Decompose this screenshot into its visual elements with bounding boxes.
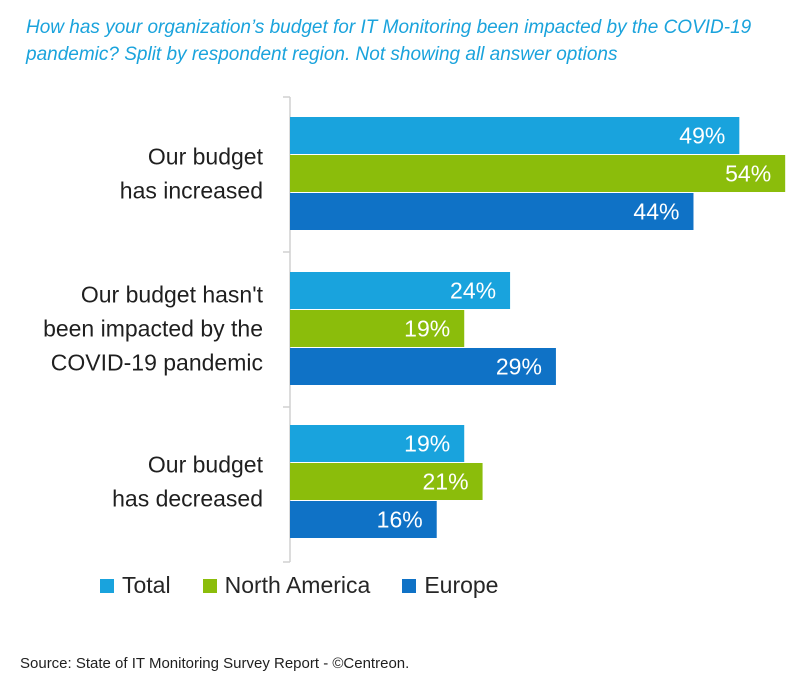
bar-north-america bbox=[290, 310, 465, 347]
bar-europe bbox=[290, 348, 556, 385]
category-label: has increased bbox=[120, 178, 263, 204]
legend-swatch-europe bbox=[402, 578, 417, 593]
data-label: 21% bbox=[423, 469, 469, 495]
legend-swatch-total bbox=[100, 578, 114, 593]
source-note: Source: State of IT Monitoring Survey Re… bbox=[20, 655, 410, 672]
bar-europe bbox=[290, 501, 437, 538]
category-label: Our budget hasn't bbox=[81, 282, 264, 308]
legend-label-europe: Europe bbox=[424, 572, 499, 598]
legend-item-europe: Europe bbox=[402, 572, 498, 599]
legend-item-total: Total bbox=[100, 572, 171, 599]
bar-north-america bbox=[290, 155, 786, 192]
category-label: has decreased bbox=[112, 486, 263, 512]
legend-label-total: Total bbox=[122, 572, 171, 598]
data-label: 44% bbox=[633, 199, 679, 225]
bar-total bbox=[290, 117, 740, 154]
bar-total bbox=[290, 425, 465, 462]
data-label: 49% bbox=[679, 123, 725, 149]
chart-legend: Total North America Europe bbox=[100, 572, 530, 599]
legend-item-north-america: North America bbox=[202, 572, 371, 599]
category-label: Our budget bbox=[148, 452, 264, 478]
bar-chart: Our budget has increased 49%54% 44% Our budg… bbox=[43, 96, 786, 563]
category-label: COVID-19 pandemic bbox=[51, 350, 263, 376]
category-label: been impacted by the bbox=[43, 316, 263, 342]
category-label: Our budget bbox=[148, 144, 264, 170]
data-label: 24% bbox=[450, 278, 496, 304]
bar-europe bbox=[290, 193, 694, 230]
legend-swatch-north-america bbox=[202, 578, 217, 593]
legend-label-north-america: North America bbox=[224, 572, 371, 598]
data-label: 54% bbox=[725, 161, 771, 187]
data-label: 16% bbox=[377, 507, 423, 533]
bar-north-america bbox=[290, 463, 483, 500]
data-label: 19% bbox=[404, 431, 450, 457]
bar-total bbox=[290, 272, 511, 309]
data-label: 19% bbox=[404, 316, 450, 342]
data-label: 29% bbox=[496, 354, 542, 380]
chart-title: How has your organization’s budget for I… bbox=[26, 17, 752, 65]
